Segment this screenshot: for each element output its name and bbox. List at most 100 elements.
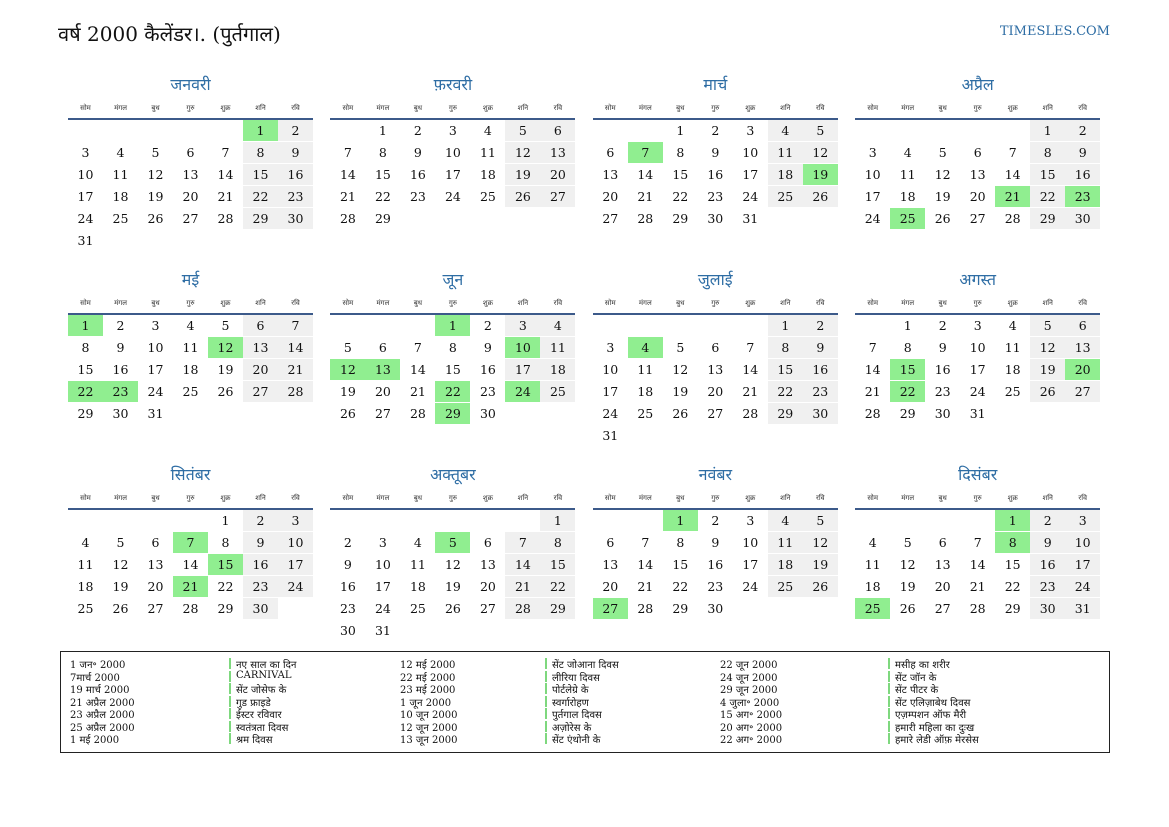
day-cell: 22 <box>672 579 689 594</box>
holiday-marker <box>545 708 547 719</box>
weekday-label: सोम <box>342 104 354 112</box>
day-cell: 10 <box>77 167 94 182</box>
header-rule <box>330 313 576 315</box>
day-cell: 26 <box>339 406 356 421</box>
day-cell: 1 <box>995 510 1031 531</box>
day-cell: 4 <box>868 535 877 550</box>
holiday-marker <box>545 695 547 707</box>
day-cell: 23 <box>934 384 951 399</box>
day-cell: 17 <box>444 167 461 182</box>
day-cell: 16 <box>707 557 724 572</box>
weekday-label: बुध <box>938 494 947 502</box>
day-cell: 21 <box>969 579 986 594</box>
day-cell: 30 <box>707 601 724 616</box>
holiday-date: 15 अग॰ 2000 <box>720 710 783 721</box>
month-name: अक्तूबर <box>430 465 476 484</box>
holiday-date: 1 जून 2000 <box>400 697 452 709</box>
day-cell: 13 <box>365 359 401 380</box>
header-rule <box>855 118 1101 120</box>
weekday-label: रवि <box>291 494 300 502</box>
day-cell: 26 <box>934 211 951 226</box>
weekday-label: सोम <box>867 104 879 112</box>
day-cell: 30 <box>112 406 129 421</box>
day-cell: 2 <box>711 123 720 138</box>
day-cell: 24 <box>147 384 164 399</box>
day-cell: 12 <box>147 167 164 182</box>
day-cell: 6 <box>151 535 160 550</box>
day-cell: 26 <box>147 211 164 226</box>
day-cell: 25 <box>767 186 803 207</box>
day-cell: 27 <box>969 211 986 226</box>
day-cell: 28 <box>742 406 759 421</box>
weekday-label: शुक्र <box>482 494 493 502</box>
day-cell: 19 <box>505 164 541 185</box>
day-cell: 21 <box>278 359 313 380</box>
weekday-label: गुरु <box>186 299 195 307</box>
weekday-label: गुरु <box>711 494 720 502</box>
day-cell: 1 <box>243 120 278 141</box>
weekday-label: गुरु <box>973 494 982 502</box>
day-cell: 18 <box>899 189 916 204</box>
day-cell: 12 <box>112 557 129 572</box>
day-cell: 26 <box>505 186 541 207</box>
day-cell: 18 <box>637 384 654 399</box>
day-cell: 15 <box>1004 557 1021 572</box>
day-cell: 19 <box>899 579 916 594</box>
day-cell: 28 <box>339 211 356 226</box>
day-cell: 23 <box>278 186 313 207</box>
day-cell: 9 <box>116 340 125 355</box>
day-cell: 3 <box>278 510 313 531</box>
day-cell: 24 <box>278 576 313 597</box>
day-cell: 30 <box>479 406 496 421</box>
month-name: मार्च <box>703 75 728 94</box>
weekday-label: बुध <box>413 299 423 307</box>
day-cell: 29 <box>217 601 234 616</box>
day-cell: 21 <box>339 189 356 204</box>
day-cell: 4 <box>767 120 803 141</box>
day-cell: 29 <box>1004 601 1021 616</box>
day-cell: 4 <box>903 145 912 160</box>
day-cell: 28 <box>409 406 426 421</box>
holiday-name: श्रम दिवस <box>236 735 273 746</box>
weekday-label: रवि <box>553 299 563 307</box>
day-cell: 8 <box>767 337 803 358</box>
day-cell: 9 <box>343 557 352 572</box>
day-cell: 17 <box>278 554 313 575</box>
day-cell: 13 <box>707 362 724 377</box>
day-cell: 22 <box>767 381 803 402</box>
day-cell: 5 <box>116 535 125 550</box>
weekday-label: रवि <box>291 104 300 112</box>
day-cell: 20 <box>479 579 496 594</box>
day-cell: 12 <box>672 362 689 377</box>
day-cell: 25 <box>637 406 654 421</box>
header-rule <box>68 313 313 315</box>
weekday-label: गुरु <box>186 104 195 112</box>
month-name: मई <box>181 270 200 289</box>
holiday-marker <box>545 670 547 682</box>
weekday-label: बुध <box>151 494 160 502</box>
day-cell: 28 <box>1004 211 1021 226</box>
day-cell: 4 <box>413 535 422 550</box>
day-cell: 1 <box>435 315 471 336</box>
day-cell: 16 <box>1030 554 1066 575</box>
day-cell: 19 <box>802 554 838 575</box>
holiday-date: 20 अग॰ 2000 <box>720 722 783 734</box>
day-cell: 23 <box>707 189 724 204</box>
day-cell: 30 <box>1030 598 1066 619</box>
day-cell: 18 <box>864 579 881 594</box>
site-link[interactable]: TIMESLES.COM <box>999 24 1110 39</box>
day-cell: 12 <box>444 557 461 572</box>
header-rule <box>330 508 576 510</box>
day-cell: 11 <box>112 167 129 182</box>
holiday-date: 22 मई 2000 <box>400 672 456 684</box>
weekday-label: बुध <box>938 104 947 112</box>
day-cell: 10 <box>742 145 759 160</box>
day-cell: 5 <box>802 120 838 141</box>
holiday-date: 19 मार्च 2000 <box>70 685 130 696</box>
weekday-label: गुरु <box>973 104 982 112</box>
day-cell: 31 <box>969 406 986 421</box>
day-cell: 15 <box>672 167 689 182</box>
day-cell: 7 <box>278 315 313 336</box>
day-cell: 1 <box>767 315 803 336</box>
day-cell: 27 <box>1065 381 1101 402</box>
